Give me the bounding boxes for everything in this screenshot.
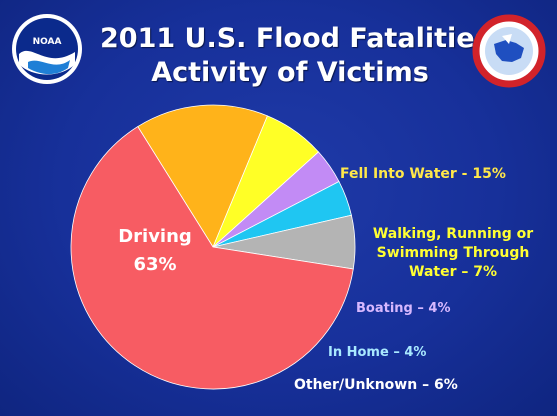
pie-slices [70, 104, 356, 390]
pie-labels: Fell Into Water - 15% Walking, Running or… [118, 166, 533, 393]
title-line-2: Activity of Victims [151, 57, 429, 88]
data-label-other-unknown: Other/Unknown – 6% [294, 377, 458, 393]
pie-slice-driving [70, 126, 354, 390]
noaa-logo-icon: NOAA [10, 12, 84, 86]
data-label-driving: Driving 63% [118, 226, 192, 275]
title-line-1: 2011 U.S. Flood Fatalities [100, 23, 491, 54]
nws-logo-icon [472, 14, 546, 88]
data-label-boating: Boating – 4% [356, 301, 450, 316]
pie-slice-fell-into-water [137, 104, 268, 248]
data-label-in-home: In Home – 4% [328, 345, 426, 360]
data-label-fell-into-water: Fell Into Water - 15% [340, 166, 506, 182]
data-label-walking-running-or-swimming-through-water: Walking, Running or Swimming Through Water… [373, 226, 533, 280]
page-title: 2011 U.S. Flood Fatalities Activity of V… [100, 22, 491, 90]
noaa-logo-text: NOAA [33, 37, 62, 47]
